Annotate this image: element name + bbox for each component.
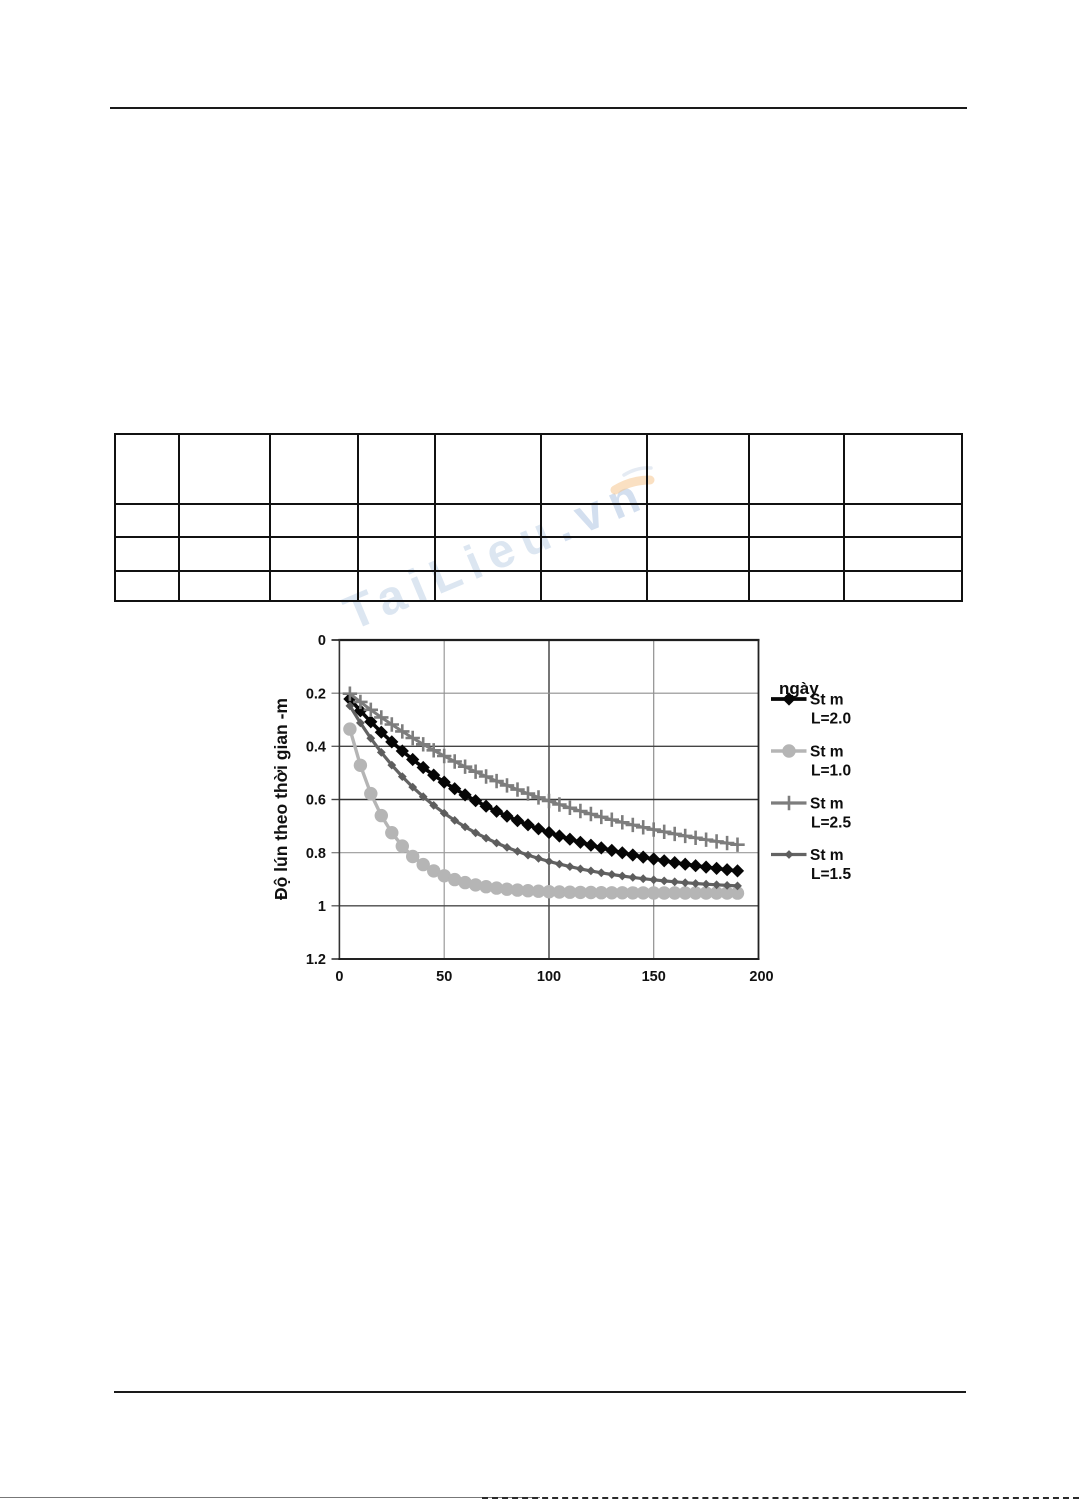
svg-text:1.2: 1.2 [306,952,326,968]
svg-text:0: 0 [335,969,343,985]
svg-text:St m: St m [810,692,844,709]
svg-text:L=1.0: L=1.0 [811,763,851,780]
svg-text:200: 200 [749,969,773,985]
svg-text:1: 1 [318,899,326,915]
svg-text:L=2.0: L=2.0 [811,711,851,728]
svg-text:100: 100 [537,969,561,985]
svg-text:L=1.5: L=1.5 [811,866,851,883]
svg-text:St m: St m [810,796,844,813]
svg-text:150: 150 [642,969,666,985]
svg-text:0: 0 [318,633,326,649]
svg-text:St m: St m [810,847,844,864]
svg-text:0.8: 0.8 [306,846,326,862]
svg-text:0.4: 0.4 [306,740,326,756]
svg-text:St m: St m [810,744,844,761]
svg-text:0.6: 0.6 [306,793,326,809]
svg-text:Độ lún theo thời gian -m: Độ lún theo thời gian -m [271,698,291,900]
svg-text:50: 50 [436,969,452,985]
svg-text:0.2: 0.2 [306,686,326,702]
svg-text:L=2.5: L=2.5 [811,815,851,832]
